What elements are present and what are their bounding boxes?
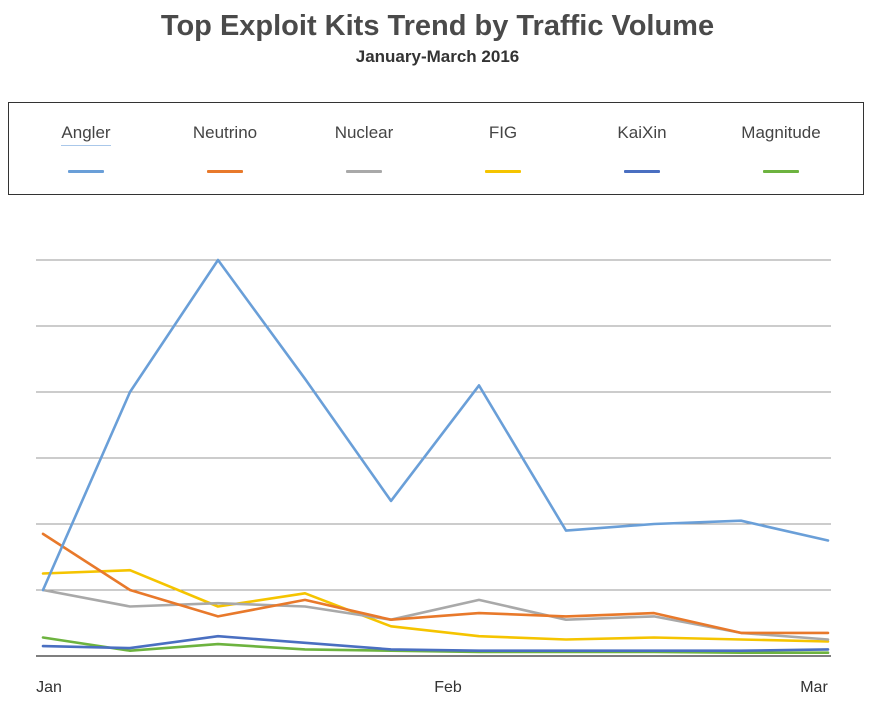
legend-label-neutrino: Neutrino <box>192 123 258 142</box>
legend-swatch-magnitude <box>763 170 799 173</box>
x-tick-label-feb: Feb <box>434 679 462 696</box>
series-line-neutrino[interactable] <box>41 532 830 635</box>
series-lines <box>41 258 830 655</box>
legend-label-angler: Angler <box>61 123 111 146</box>
legend-entry-neutrino[interactable]: Neutrino <box>155 103 295 193</box>
x-tick-label-jan: Jan <box>36 679 62 696</box>
legend-label-kaixin: KaiXin <box>617 123 667 142</box>
legend-swatch-neutrino <box>207 170 243 173</box>
legend-entry-angler[interactable]: Angler <box>16 103 156 193</box>
grid-lines <box>36 259 831 657</box>
x-tick-label-mar: Mar <box>800 679 828 696</box>
series-line-fig[interactable] <box>41 568 830 643</box>
x-axis-ticks: Jan Feb Mar <box>36 679 828 696</box>
legend-swatch-fig <box>485 170 521 173</box>
series-line-nuclear[interactable] <box>41 588 830 641</box>
chart-subtitle: January-March 2016 <box>355 47 520 66</box>
chart-title: Top Exploit Kits Trend by Traffic Volume <box>160 10 715 42</box>
legend-swatch-kaixin <box>624 170 660 173</box>
legend-entry-fig[interactable]: FIG <box>433 103 573 193</box>
legend-entry-kaixin[interactable]: KaiXin <box>572 103 712 193</box>
legend-label-nuclear: Nuclear <box>334 123 394 142</box>
series-line-kaixin[interactable] <box>41 634 830 653</box>
legend-swatch-angler <box>68 170 104 173</box>
chart-legend: Angler Neutrino Nuclear FIG KaiXin Magni… <box>8 102 864 195</box>
legend-entry-magnitude[interactable]: Magnitude <box>711 103 851 193</box>
legend-entry-nuclear[interactable]: Nuclear <box>294 103 434 193</box>
legend-label-fig: FIG <box>488 123 518 142</box>
legend-swatch-nuclear <box>346 170 382 173</box>
series-line-angler[interactable] <box>41 258 830 592</box>
legend-label-magnitude: Magnitude <box>741 123 821 142</box>
